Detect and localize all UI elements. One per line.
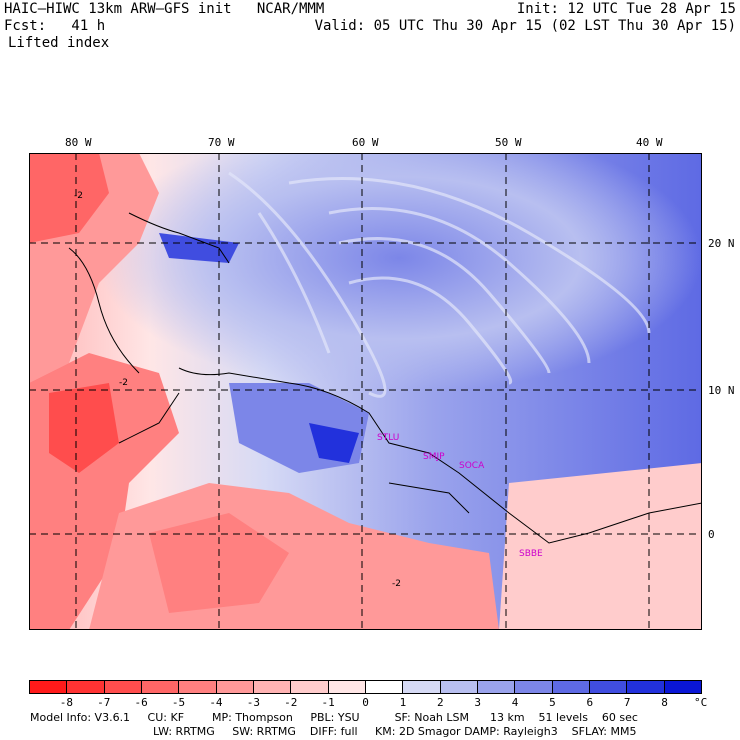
lat-label-0: 0 — [708, 528, 715, 541]
contour-label: -2 — [119, 378, 128, 388]
station-label-soca: SOCA — [459, 461, 485, 471]
colorbar-tick-label: 3 — [474, 696, 481, 709]
header-valid-time: Valid: 05 UTC Thu 30 Apr 15 (02 LST Thu … — [314, 18, 736, 34]
colorbar-cell — [365, 681, 404, 693]
colorbar-tick-label: 8 — [661, 696, 668, 709]
station-label-stlu: STLU — [377, 433, 399, 443]
lat-label-20n: 20 N — [708, 237, 735, 250]
colorbar-cell — [552, 681, 590, 693]
graticule — [29, 153, 702, 630]
coastlines — [68, 212, 702, 544]
model-info-line2: LW: RRTMG SW: RRTMG DIFF: full KM: 2D Sm… — [153, 725, 637, 738]
colorbar-cell — [30, 681, 68, 693]
colorbar-tick-label: -5 — [171, 696, 186, 709]
station-label-sbbe: SBBE — [519, 549, 543, 559]
lon-label-40w: 40 W — [636, 136, 663, 149]
contour-label: -2 — [392, 579, 401, 589]
model-info-line1: Model Info: V3.6.1 CU: KF MP: Thompson P… — [30, 711, 638, 724]
colorbar-tick-label: 5 — [549, 696, 556, 709]
colorbar-cell — [179, 681, 217, 693]
header-field-name: Lifted index — [8, 35, 110, 51]
lon-label-70w: 70 W — [208, 136, 235, 149]
colorbar-cell — [664, 681, 701, 693]
warm-core-central-america — [49, 383, 119, 473]
colorbar-tick-label: 0 — [362, 696, 369, 709]
colorbar-tick-label: 4 — [511, 696, 519, 709]
colorbar-unit: °C — [694, 696, 708, 709]
lon-label-60w: 60 W — [352, 136, 379, 149]
colorbar-tick-label: -4 — [209, 696, 223, 709]
colorbar-cell — [328, 681, 366, 693]
warm-core-nw — [29, 153, 109, 243]
colorbar-tick-label: -3 — [246, 696, 260, 709]
colorbar-cell — [440, 681, 478, 693]
colorbar-cell — [216, 681, 254, 693]
lon-label-50w: 50 W — [495, 136, 522, 149]
map-border — [29, 153, 702, 630]
colorbar-cell — [627, 681, 665, 693]
lat-label-10n: 10 N — [708, 384, 735, 397]
colorbar-tick-label: -1 — [321, 696, 335, 709]
colorbar-cell — [477, 681, 516, 693]
colorbar-cell — [253, 681, 292, 693]
station-label-smjp: SMJP — [423, 452, 445, 462]
colorbar-tick-label: -6 — [134, 696, 148, 709]
colorbar-tick-label: 1 — [399, 696, 407, 709]
colorbar-cell — [141, 681, 180, 693]
cold-core-guyana — [309, 423, 359, 463]
colorbar-cell — [589, 681, 628, 693]
warm-region-southeast — [499, 463, 702, 630]
header-title: HAIC–HIWC 13km ARW–GFS init NCAR/MMM — [4, 1, 325, 17]
colorbar-cell — [291, 681, 329, 693]
cloud-bands — [228, 171, 651, 398]
colorbar-cell — [403, 681, 441, 693]
header-forecast-hour: Fcst: 41 h — [4, 18, 106, 34]
colorbar-tick-label: -2 — [284, 696, 298, 709]
lifted-index-map: STLU SMJP SOCA SBBE -2 -2 -2 — [29, 153, 702, 630]
colorbar-cell — [104, 681, 142, 693]
colorbar — [29, 680, 702, 694]
colorbar-tick-label: 2 — [436, 696, 444, 709]
colorbar-tick-label: 7 — [623, 696, 631, 709]
colorbar-tick-label: -8 — [59, 696, 73, 709]
colorbar-cell — [67, 681, 105, 693]
colorbar-tick-label: 6 — [586, 696, 594, 709]
colorbar-tick-label: -7 — [97, 696, 111, 709]
lon-label-80w: 80 W — [65, 136, 92, 149]
contour-label: -2 — [74, 191, 83, 201]
colorbar-cell — [515, 681, 553, 693]
header-init-time: Init: 12 UTC Tue 28 Apr 15 — [516, 1, 736, 17]
